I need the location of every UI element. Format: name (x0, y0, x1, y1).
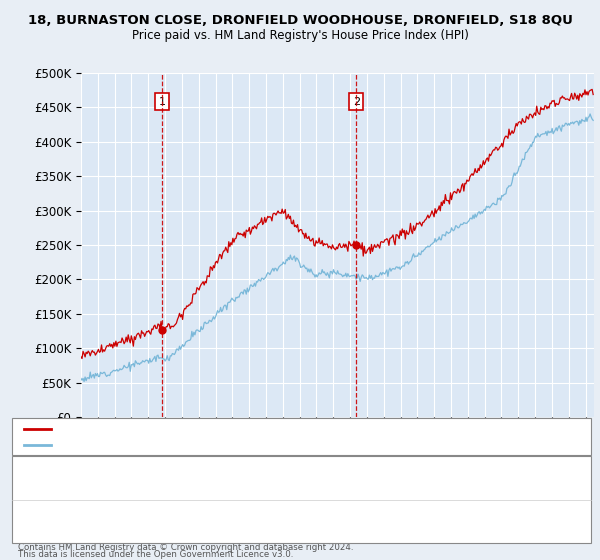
Text: 2: 2 (353, 97, 360, 107)
Text: Price paid vs. HM Land Registry's House Price Index (HPI): Price paid vs. HM Land Registry's House … (131, 29, 469, 42)
Text: This data is licensed under the Open Government Licence v3.0.: This data is licensed under the Open Gov… (18, 550, 293, 559)
Text: Contains HM Land Registry data © Crown copyright and database right 2024.: Contains HM Land Registry data © Crown c… (18, 543, 353, 552)
Text: 13-MAY-2011: 13-MAY-2011 (69, 514, 146, 526)
Text: 1: 1 (29, 473, 37, 486)
Text: 33% ↑ HPI: 33% ↑ HPI (348, 514, 410, 526)
Text: 18, BURNASTON CLOSE, DRONFIELD WOODHOUSE, DRONFIELD, S18 8QU: 18, BURNASTON CLOSE, DRONFIELD WOODHOUSE… (28, 14, 572, 27)
Text: 2: 2 (29, 514, 37, 526)
Text: 53% ↑ HPI: 53% ↑ HPI (348, 473, 410, 486)
Text: 18, BURNASTON CLOSE, DRONFIELD WOODHOUSE, DRONFIELD, S18 8QU (detached hous: 18, BURNASTON CLOSE, DRONFIELD WOODHOUSE… (56, 423, 524, 433)
Text: £250,000: £250,000 (222, 514, 278, 526)
Text: 22-OCT-1999: 22-OCT-1999 (69, 473, 147, 486)
Text: HPI: Average price, detached house, North East Derbyshire: HPI: Average price, detached house, Nort… (56, 440, 364, 450)
Text: 1: 1 (158, 97, 166, 107)
Text: £127,000: £127,000 (222, 473, 278, 486)
